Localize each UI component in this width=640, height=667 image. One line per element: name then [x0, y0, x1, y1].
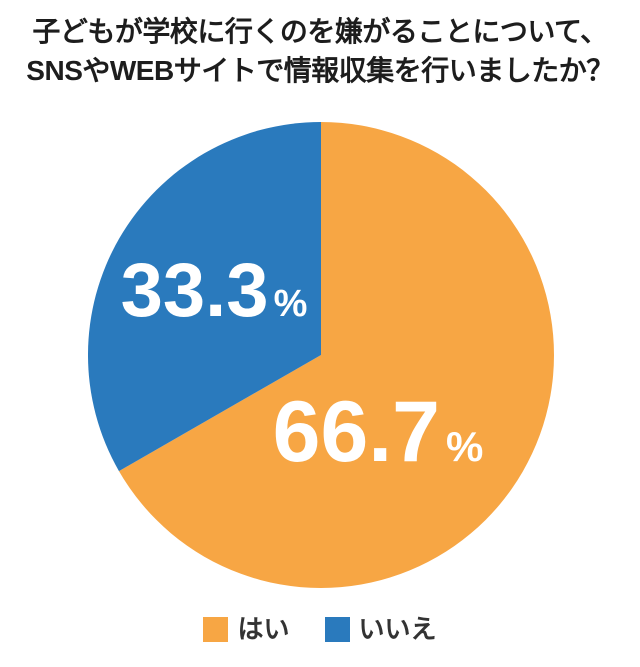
legend: はい いいえ	[0, 616, 640, 642]
pie-slice-yes	[118, 122, 554, 588]
pie-svg	[88, 122, 554, 588]
pie-label-no-percent-sign: %	[273, 283, 308, 325]
legend-swatch-no	[324, 616, 350, 642]
pie-slice-no	[88, 122, 321, 472]
pie-label-yes-percent-sign: %	[446, 423, 484, 470]
chart-title: 子どもが学校に行くのを嫌がることについて、 SNSやWEBサイトで情報収集を行い…	[0, 12, 640, 90]
pie-label-yes-value: 66.7	[272, 384, 441, 480]
legend-swatch-yes	[203, 616, 229, 642]
pie-label-yes: 66.7 %	[273, 389, 484, 475]
legend-item-no: いいえ	[324, 614, 437, 644]
chart-title-line2: SNSやWEBサイトで情報収集を行いましたか？	[26, 55, 614, 86]
legend-label-yes: はい	[237, 614, 290, 644]
pie-label-no: 33.3 %	[121, 253, 308, 329]
pie-chart: 66.7 % 33.3 %	[88, 122, 554, 588]
chart-title-line1: 子どもが学校に行くのを嫌がることについて、	[32, 16, 608, 47]
legend-label-no: いいえ	[358, 614, 437, 644]
legend-item-yes: はい	[203, 614, 290, 644]
pie-label-no-value: 33.3	[120, 248, 269, 333]
